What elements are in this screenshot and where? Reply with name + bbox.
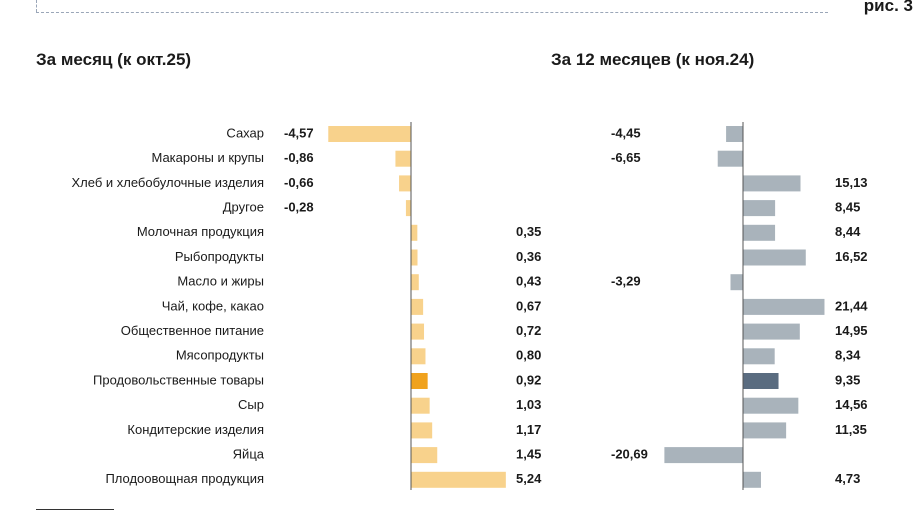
category-label: Сахар bbox=[226, 125, 264, 140]
month-value-label: 0,80 bbox=[516, 348, 541, 363]
month-value-label: 0,67 bbox=[516, 298, 541, 313]
year-value-label: 8,44 bbox=[835, 224, 861, 239]
month-value-label: -4,57 bbox=[284, 125, 314, 140]
month-bar bbox=[405, 200, 411, 217]
year-bar bbox=[664, 447, 743, 464]
month-value-label: -0,66 bbox=[284, 175, 314, 190]
year-bar bbox=[743, 373, 779, 389]
month-bar bbox=[411, 274, 419, 291]
month-bar bbox=[411, 373, 428, 389]
category-label: Плодоовощная продукция bbox=[105, 471, 264, 486]
footnote-rule bbox=[36, 509, 114, 510]
category-label: Чай, кофе, какао bbox=[162, 298, 264, 313]
month-bar bbox=[395, 150, 411, 167]
year-bar bbox=[726, 126, 743, 142]
year-value-label: 11,35 bbox=[835, 422, 867, 437]
month-bar bbox=[411, 348, 426, 365]
category-label: Другое bbox=[223, 200, 264, 215]
year-value-label: 14,95 bbox=[835, 323, 868, 338]
year-bar bbox=[717, 150, 743, 167]
month-value-label: 0,35 bbox=[516, 224, 541, 239]
year-value-label: 9,35 bbox=[835, 372, 860, 387]
category-label: Молочная продукция bbox=[137, 224, 264, 239]
year-value-label: 8,34 bbox=[835, 348, 861, 363]
year-value-label: -4,45 bbox=[611, 125, 641, 140]
year-value-label: -6,65 bbox=[611, 150, 641, 165]
year-value-label: 14,56 bbox=[835, 397, 868, 412]
category-label: Сыр bbox=[238, 397, 264, 412]
year-bar bbox=[743, 323, 800, 340]
category-label: Продовольственные товары bbox=[93, 372, 264, 387]
year-value-label: 15,13 bbox=[835, 175, 868, 190]
category-label: Рыбопродукты bbox=[175, 249, 264, 264]
month-value-label: 1,03 bbox=[516, 397, 541, 412]
category-label: Яйца bbox=[233, 447, 265, 462]
month-bar bbox=[411, 298, 424, 315]
year-value-label: 4,73 bbox=[835, 471, 860, 486]
year-bar bbox=[743, 348, 775, 365]
month-value-label: 0,36 bbox=[516, 249, 541, 264]
year-bar bbox=[743, 224, 776, 241]
category-label: Мясопродукты bbox=[176, 348, 264, 363]
category-label: Макароны и крупы bbox=[151, 150, 264, 165]
year-bar bbox=[743, 175, 801, 192]
year-bar bbox=[743, 422, 787, 439]
month-value-label: 1,17 bbox=[516, 422, 541, 437]
year-bar bbox=[743, 249, 806, 266]
month-bar bbox=[411, 224, 418, 241]
month-bar bbox=[411, 447, 438, 464]
month-bar bbox=[399, 175, 411, 192]
year-bar bbox=[743, 471, 761, 488]
month-bar bbox=[411, 323, 425, 340]
year-bar bbox=[743, 397, 799, 414]
year-value-label: -20,69 bbox=[611, 447, 648, 462]
month-value-label: 0,92 bbox=[516, 372, 541, 387]
year-bar bbox=[743, 200, 776, 217]
year-value-label: -3,29 bbox=[611, 274, 641, 289]
month-bar bbox=[411, 397, 430, 414]
category-label: Масло и жиры bbox=[177, 274, 264, 289]
right-chart-title: За 12 месяцев (к ноя.24) bbox=[551, 50, 755, 69]
year-value-label: 8,45 bbox=[835, 200, 860, 215]
left-chart-title: За месяц (к окт.25) bbox=[36, 50, 192, 69]
month-value-label: 0,43 bbox=[516, 274, 541, 289]
year-bar bbox=[730, 274, 743, 291]
category-label: Общественное питание bbox=[121, 323, 264, 338]
month-value-label: -0,86 bbox=[284, 150, 314, 165]
month-bar bbox=[411, 422, 433, 439]
year-bar bbox=[743, 298, 825, 315]
month-bar bbox=[411, 471, 506, 488]
month-value-label: 5,24 bbox=[516, 471, 542, 486]
category-label: Хлеб и хлебобулочные изделия bbox=[71, 175, 264, 190]
month-bar bbox=[328, 126, 411, 142]
month-value-label: 1,45 bbox=[516, 447, 541, 462]
top-border-line bbox=[36, 12, 828, 13]
category-label: Кондитерские изделия bbox=[127, 422, 264, 437]
year-value-label: 16,52 bbox=[835, 249, 868, 264]
month-value-label: 0,72 bbox=[516, 323, 541, 338]
figure-label: рис. 3 bbox=[863, 0, 913, 15]
month-bar bbox=[411, 249, 418, 266]
top-border-tick bbox=[36, 0, 37, 12]
year-value-label: 21,44 bbox=[835, 298, 868, 313]
month-value-label: -0,28 bbox=[284, 200, 314, 215]
